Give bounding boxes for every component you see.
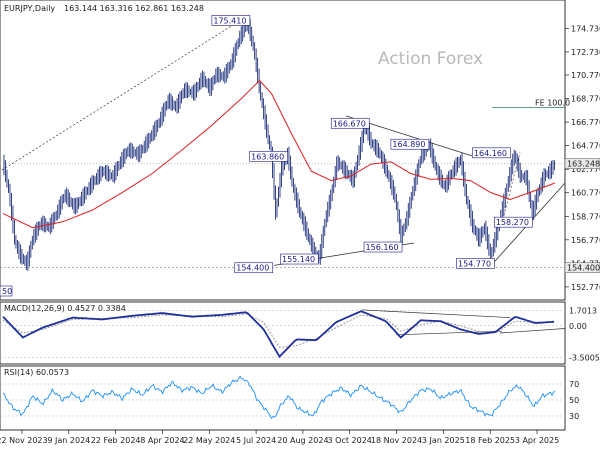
support-tag	[564, 262, 600, 273]
x-tick-label: 5 Jul 2024	[236, 436, 276, 445]
macd-trendline-upper	[361, 309, 511, 318]
x-tick-label: 18 Nov 2024	[371, 436, 422, 445]
x-tick-label: 18 Feb 2025	[465, 436, 515, 445]
price-tick-label: 164.770	[571, 142, 600, 151]
price-tick-label: 162.770	[571, 165, 600, 174]
x-tick-label: 8 Apr 2024	[140, 436, 184, 445]
level-box	[249, 151, 288, 162]
price-tick-label: 156.770	[571, 236, 600, 245]
level-label: 154.400	[236, 264, 269, 273]
price-tick-label: 166.770	[571, 118, 600, 127]
rsi-line	[2, 375, 556, 420]
x-tick-label: 22 Feb 2024	[91, 436, 141, 445]
level-box	[456, 258, 495, 269]
fe-label: FE 100.0	[535, 99, 570, 108]
level-box	[472, 147, 511, 159]
level-label: 164.160	[474, 149, 507, 158]
level-label: 155.140	[282, 255, 315, 264]
rsi-tick-label: 50	[569, 396, 579, 405]
price-tick-label: 172.730	[571, 48, 600, 57]
chart-header-ohlc: 163.144 163.316 162.861 163.248	[64, 4, 204, 13]
last-price-label: 163.248	[567, 160, 600, 169]
level-box	[330, 117, 370, 129]
rsi-tick-label: 70	[569, 380, 579, 389]
macd-lines	[2, 309, 566, 359]
price-tick-label: 174.730	[571, 24, 600, 33]
x-tick-label: 3 Jan 2025	[422, 436, 465, 445]
level-label: 166.670	[333, 119, 366, 128]
macd-header: MACD(12,26,9) 0.4527 0.3384	[4, 304, 126, 313]
partial-level-box	[0, 285, 13, 297]
rsi-panel	[0, 365, 566, 431]
level-box	[363, 241, 403, 253]
x-tick-label: 3 Oct 2024	[328, 436, 372, 445]
moving-average-line	[2, 79, 556, 229]
price-panel	[0, 0, 566, 301]
x-tick-label: 22 May 2024	[183, 436, 235, 445]
price-candles	[3, 16, 555, 272]
macd-trendline-lower	[395, 330, 503, 336]
level-label: 163.860	[251, 152, 284, 161]
price-tick-label: 170.770	[571, 71, 600, 80]
chart-header-symbol: EURJPY,Daily	[4, 4, 55, 13]
partial-level-label: 50	[2, 287, 12, 296]
price-tick-label: 168.770	[571, 95, 600, 104]
macd-trendline-rising	[499, 328, 566, 334]
rsi-axis: 70 50 30	[0, 380, 579, 421]
macd-main-line	[2, 310, 555, 359]
level-label: 175.410	[213, 16, 246, 25]
x-tick-label: 9 Jan 2024	[47, 436, 90, 445]
macd-signal-line	[2, 313, 554, 349]
level-box	[280, 253, 319, 265]
macd-tick-label: 1.7013	[569, 306, 597, 315]
level-box	[234, 262, 274, 274]
macd-axis: 1.7013 0.00 -3.5005	[0, 306, 600, 362]
price-tick-label: 158.770	[571, 212, 600, 221]
price-level-labels: 175.410 166.670 164.890 164.160 163.860 158.2…	[0, 15, 533, 297]
last-price-tag	[564, 158, 600, 169]
level-label: 154.770	[458, 259, 491, 268]
watermark: Action Forex	[378, 49, 483, 69]
rsi-header: RSI(14) 60.0573	[4, 368, 69, 377]
x-tick-label: 3 Apr 2025	[515, 436, 559, 445]
level-box	[494, 216, 533, 228]
level-box	[211, 15, 251, 26]
level-label: 158.270	[496, 218, 529, 227]
level-label: 164.890	[392, 140, 425, 149]
support-tag-label: 154.400	[567, 264, 600, 273]
level-label: 156.160	[366, 243, 399, 252]
price-tick-label: 152.770	[571, 283, 600, 292]
macd-tick-label: -3.5005	[569, 353, 600, 362]
x-tick-label: 22 Nov 2023	[0, 436, 48, 445]
price-tick-label: 160.770	[571, 189, 600, 198]
rsi-tick-label: 30	[569, 412, 579, 421]
macd-tick-label: 0.00	[569, 322, 587, 331]
x-axis: 22 Nov 2023 9 Jan 2024 22 Feb 2024 8 Apr 20…	[0, 430, 559, 445]
price-axis: 174.730 172.730 170.770 168.770 166.770 164.7…	[564, 24, 600, 292]
level-box	[390, 138, 430, 150]
price-grid: FE 100.0	[0, 99, 570, 269]
x-tick-label: 20 Aug 2024	[277, 436, 328, 445]
